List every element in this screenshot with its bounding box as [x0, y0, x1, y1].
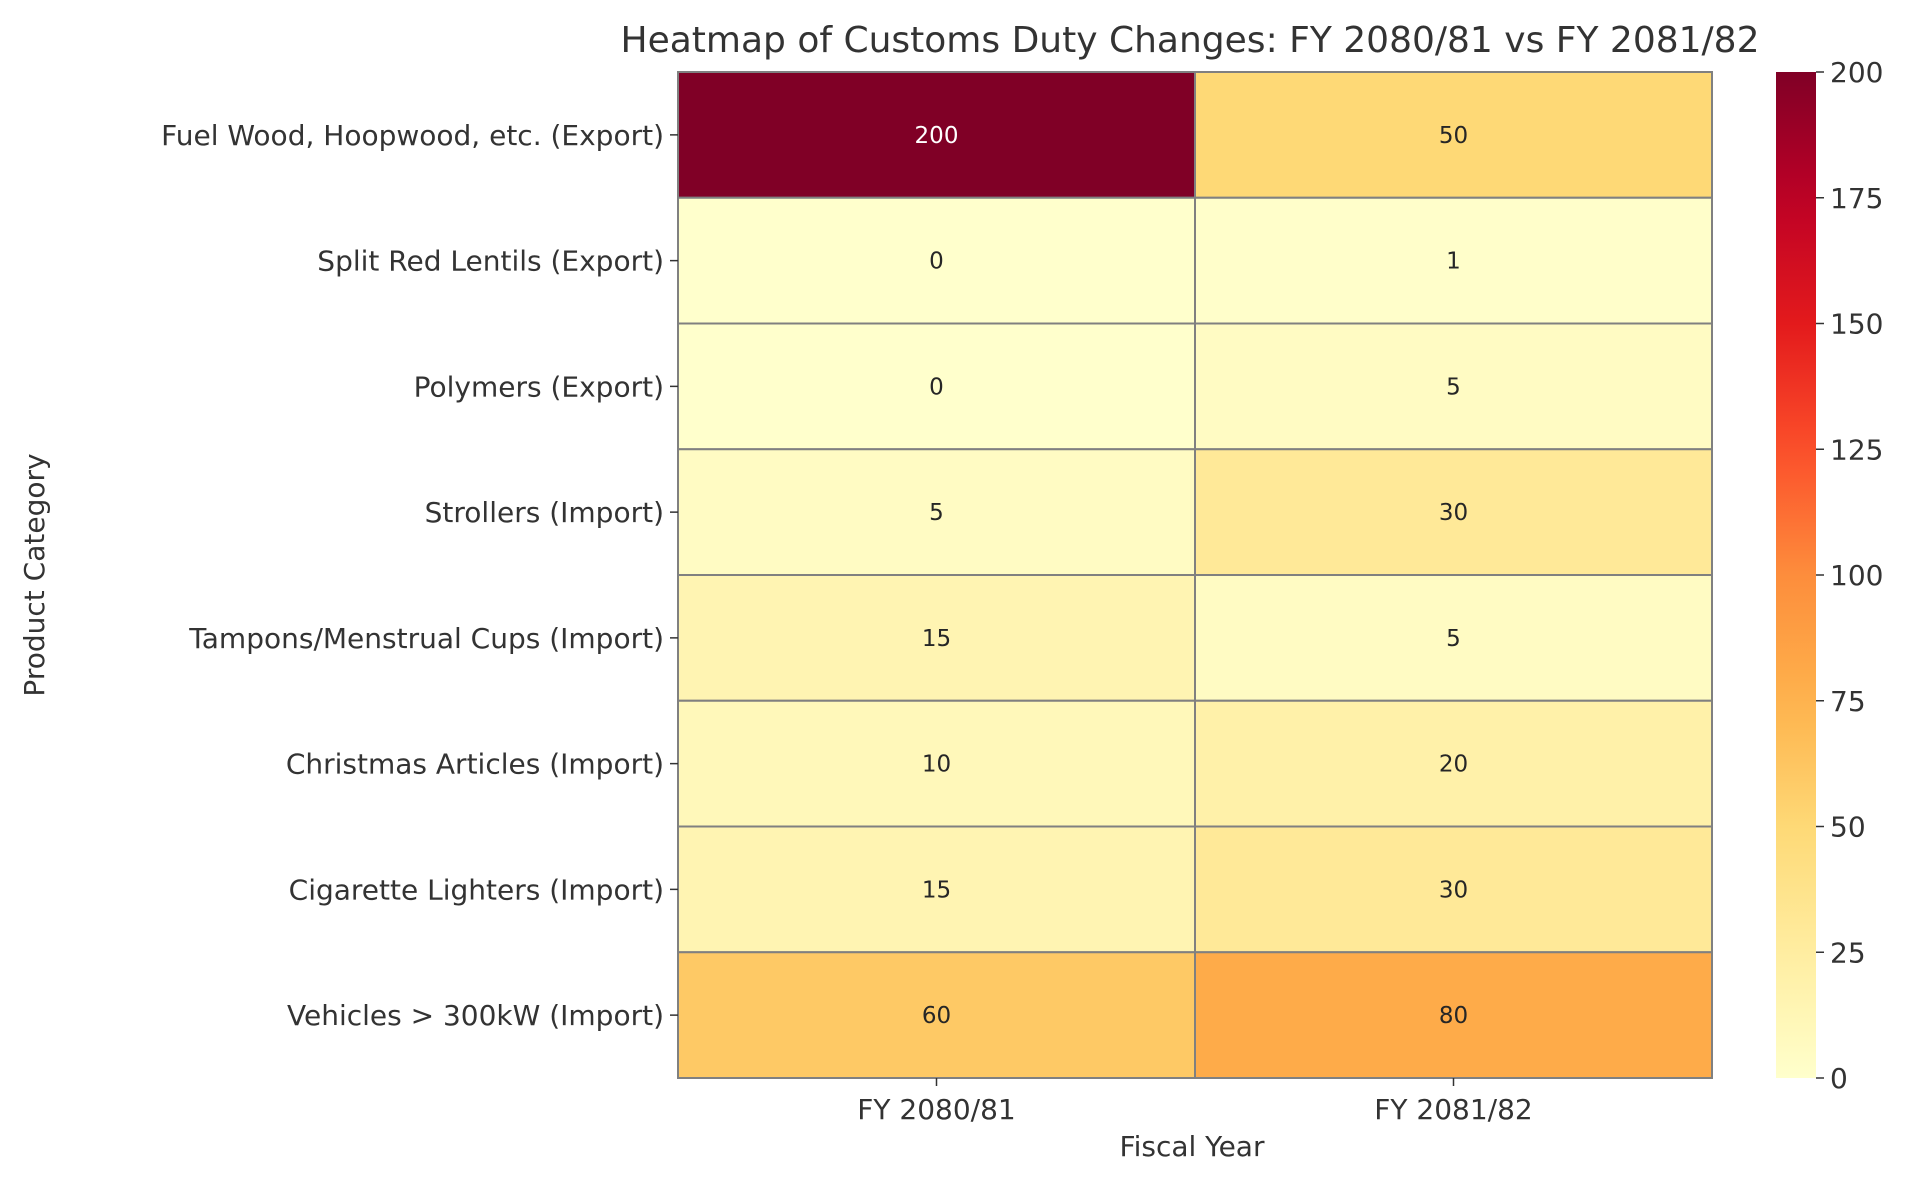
- y-axis-ticks: Fuel Wood, Hoopwood, etc. (Export) Split …: [161, 119, 678, 1032]
- cell-value-label: 30: [1439, 877, 1468, 903]
- heatmap-cells: [677, 71, 1713, 1079]
- colorbar-tick-label: 150: [1830, 308, 1883, 341]
- heatmap-cell: [1194, 71, 1713, 199]
- cell-value-label: 50: [1439, 123, 1468, 149]
- heatmap-cell: [1194, 574, 1713, 702]
- cell-value-label: 10: [922, 752, 951, 778]
- cell-value-label: 0: [929, 249, 944, 275]
- heatmap-cell: [1194, 196, 1713, 325]
- y-tick-label: Fuel Wood, Hoopwood, etc. (Export): [161, 119, 664, 152]
- heatmap-cell: [677, 71, 1196, 199]
- colorbar-tick-label: 75: [1830, 685, 1866, 718]
- y-tick-label: Christmas Articles (Import): [286, 748, 664, 781]
- cell-value-label: 200: [915, 123, 959, 149]
- heatmap-cell: [677, 196, 1196, 325]
- x-tick-label: FY 2081/82: [1374, 1093, 1532, 1126]
- colorbar-tick-label: 25: [1830, 936, 1866, 969]
- heatmap-cell: [1194, 322, 1713, 451]
- y-tick-label: Vehicles > 300kW (Import): [287, 999, 664, 1032]
- cell-value-label: 80: [1439, 1003, 1468, 1029]
- y-tick-label: Split Red Lentils (Export): [317, 245, 664, 278]
- chart-title: Heatmap of Customs Duty Changes: FY 2080…: [621, 20, 1760, 61]
- y-tick-label: Tampons/Menstrual Cups (Import): [188, 622, 664, 655]
- cell-value-label: 30: [1439, 500, 1468, 526]
- cell-value-label: 20: [1439, 752, 1468, 778]
- cell-value-label: 5: [1446, 626, 1461, 652]
- heatmap-cell: [1194, 825, 1713, 954]
- colorbar-tick-label: 125: [1830, 433, 1883, 466]
- cell-value-label: 15: [922, 626, 951, 652]
- x-axis-ticks: FY 2080/81 FY 2081/82: [857, 1078, 1533, 1126]
- y-tick-label: Cigarette Lighters (Import): [289, 873, 664, 906]
- x-tick-label: FY 2080/81: [857, 1093, 1015, 1126]
- cell-value-label: 5: [929, 500, 944, 526]
- y-tick-label: Polymers (Export): [414, 370, 664, 403]
- heatmap-cell: [677, 322, 1196, 451]
- colorbar-tick-label: 200: [1830, 56, 1883, 89]
- colorbar-tick-label: 50: [1830, 811, 1866, 844]
- x-axis-title: Fiscal Year: [1120, 1130, 1265, 1163]
- heatmap-cell: [677, 951, 1196, 1079]
- heatmap-cell: [1194, 951, 1713, 1079]
- colorbar-tick-label: 100: [1830, 559, 1883, 592]
- colorbar-gradient: [1776, 72, 1816, 1078]
- heatmap-cell: [677, 825, 1196, 954]
- colorbar-tick-label: 0: [1830, 1062, 1848, 1095]
- y-tick-label: Strollers (Import): [425, 496, 664, 529]
- colorbar: 0 25 50 75 100 125 150 175 200: [1776, 56, 1883, 1095]
- y-axis-title: Product Category: [18, 453, 51, 696]
- heatmap-cell: [1194, 699, 1713, 828]
- cell-value-label: 5: [1446, 374, 1461, 400]
- cell-value-label: 0: [929, 374, 944, 400]
- cell-value-label: 15: [922, 877, 951, 903]
- heatmap-cell: [1194, 448, 1713, 576]
- cell-value-label: 1: [1446, 249, 1461, 275]
- cell-value-label: 60: [922, 1003, 951, 1029]
- colorbar-tick-label: 175: [1830, 182, 1883, 215]
